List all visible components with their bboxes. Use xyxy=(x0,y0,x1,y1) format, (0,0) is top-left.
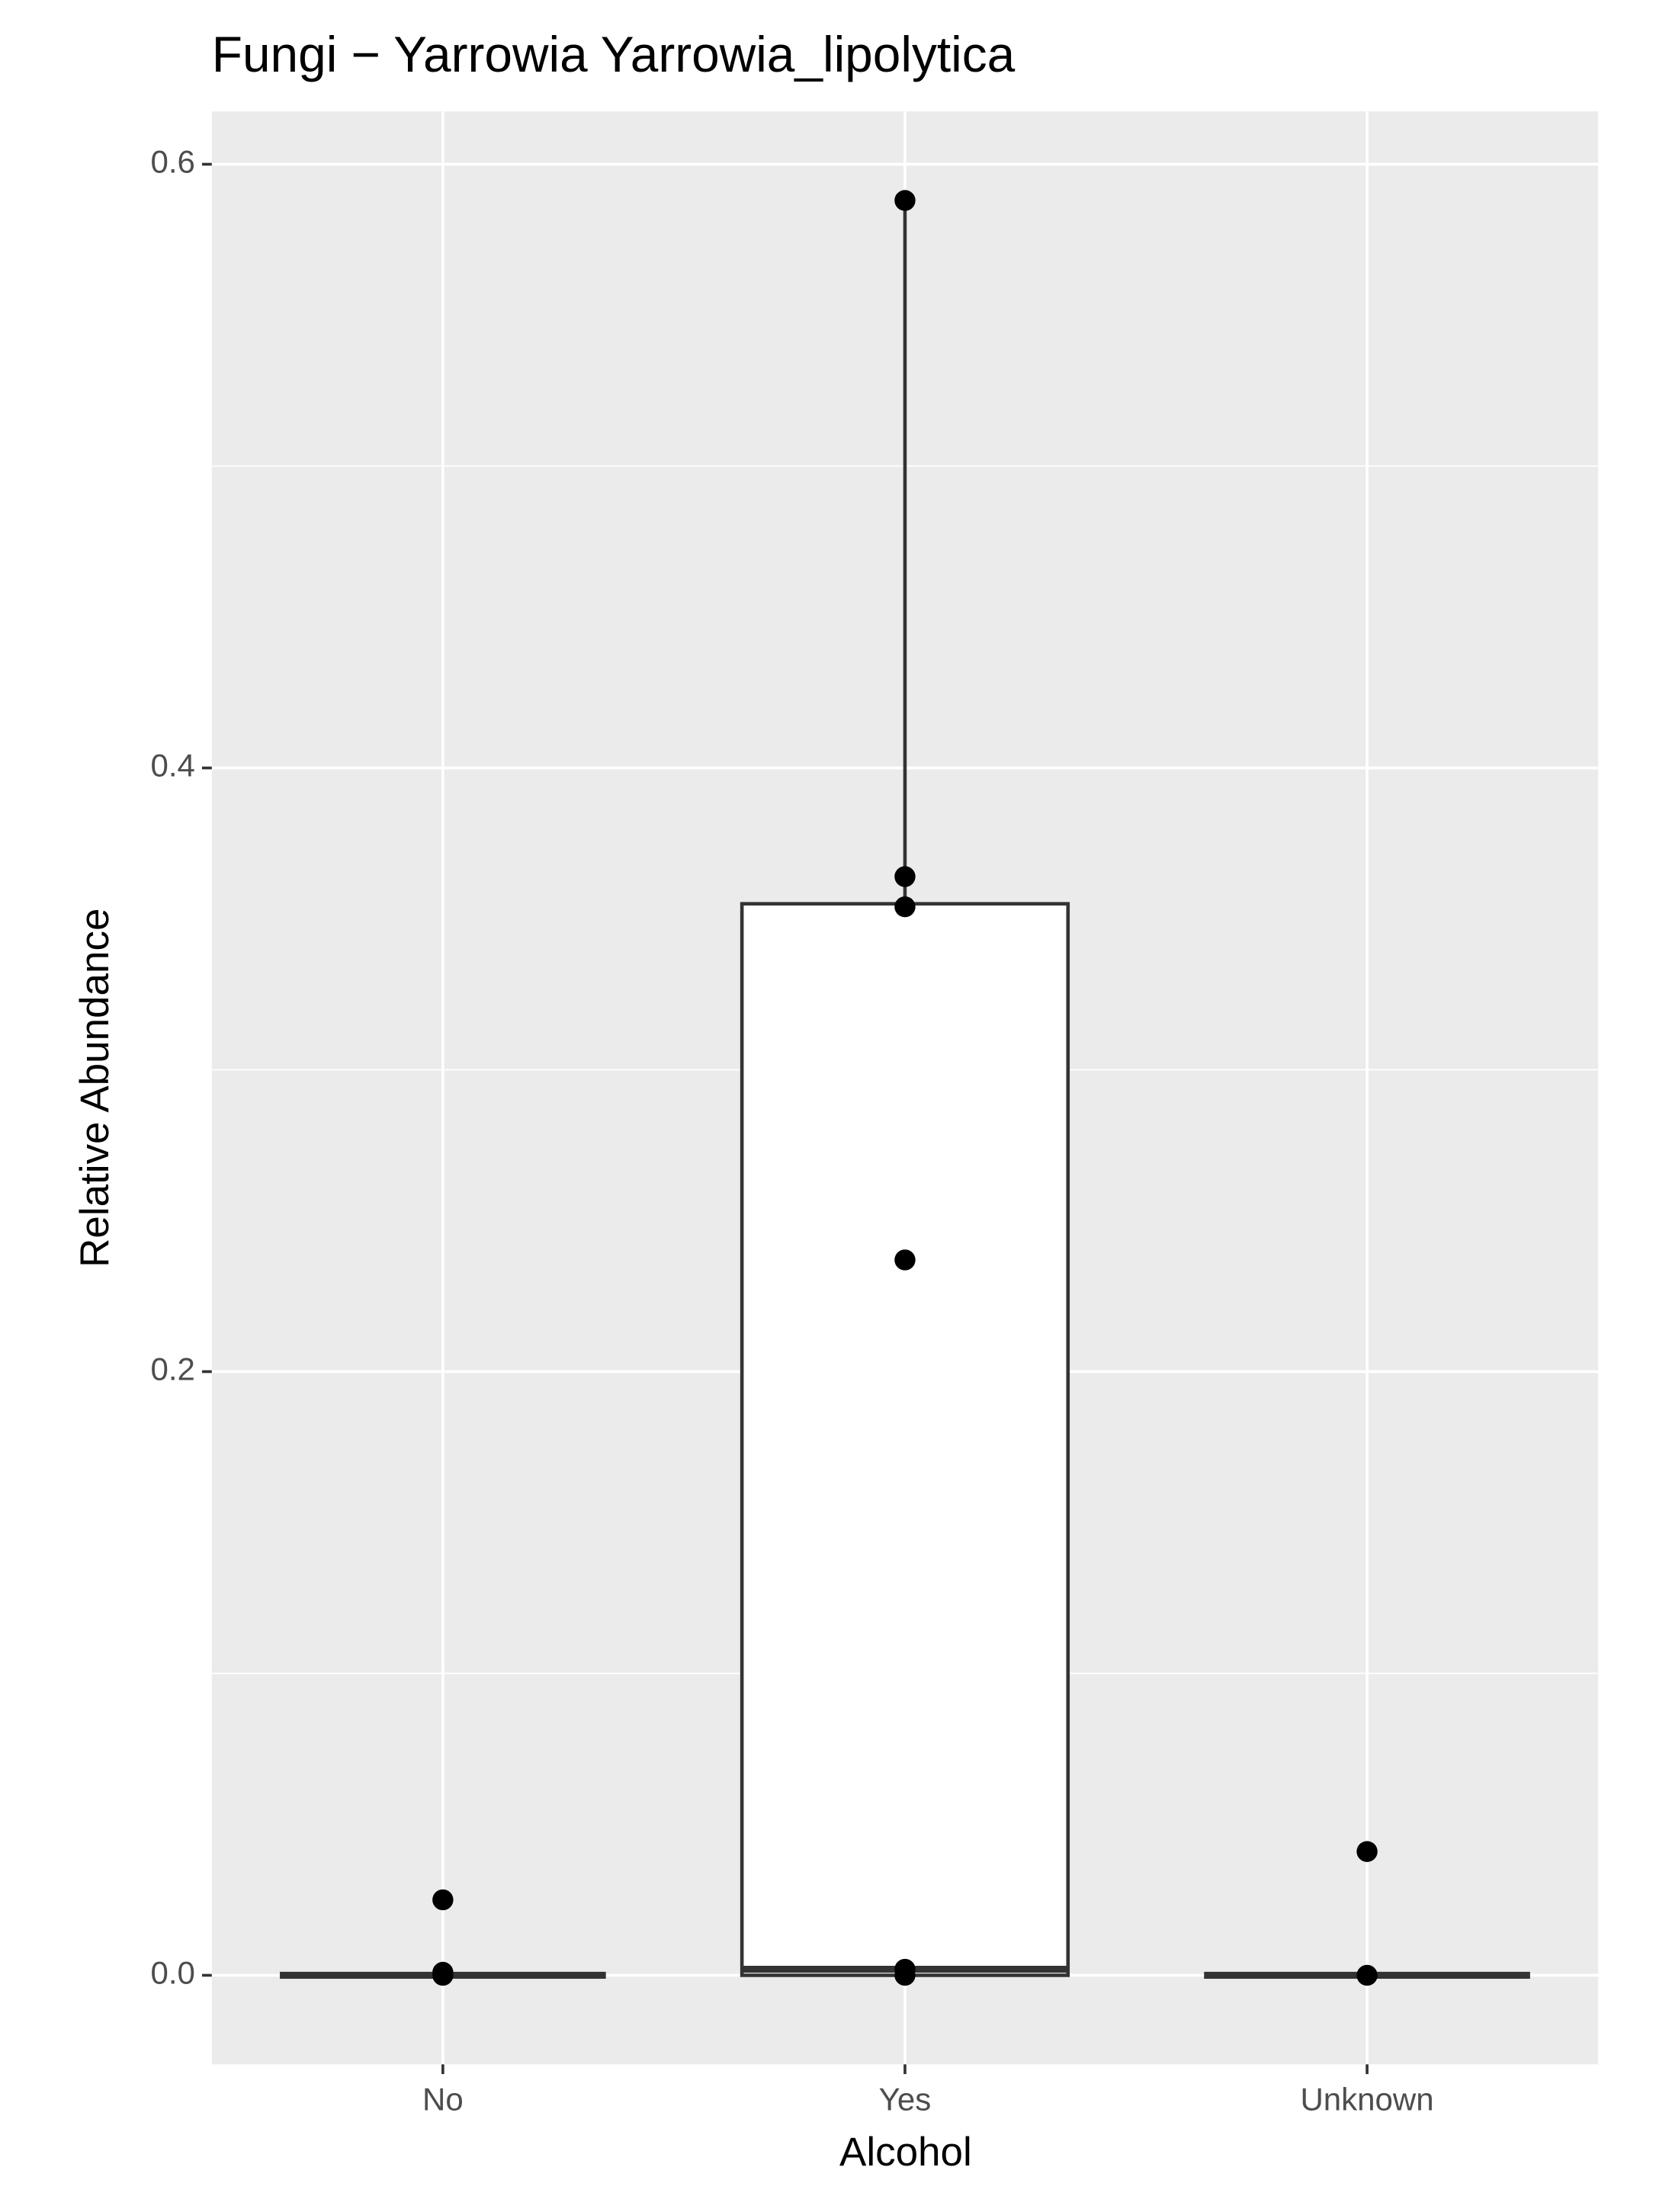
x-tick-label: Yes xyxy=(879,2082,932,2117)
data-point xyxy=(432,1889,454,1911)
data-point xyxy=(1356,1841,1378,1862)
y-tick-label: 0.2 xyxy=(150,1351,194,1387)
data-point xyxy=(894,1249,916,1271)
data-point xyxy=(894,1964,916,1986)
y-axis-title: Relative Abundance xyxy=(72,909,117,1268)
y-tick-label: 0.4 xyxy=(150,748,194,784)
data-point xyxy=(894,866,916,887)
data-point xyxy=(1356,1964,1378,1986)
data-point xyxy=(894,896,916,918)
box xyxy=(740,902,1070,1977)
x-tick-label: No xyxy=(422,2082,464,2117)
y-tick-label: 0.0 xyxy=(150,1955,194,1991)
data-point xyxy=(894,190,916,211)
x-tick-label: Unknown xyxy=(1300,2082,1433,2117)
y-tick-label: 0.6 xyxy=(150,144,194,180)
data-point xyxy=(432,1964,454,1986)
x-axis-title: Alcohol xyxy=(839,2130,972,2175)
chart-title: Fungi − Yarrowia Yarrowia_lipolytica xyxy=(212,26,1016,82)
